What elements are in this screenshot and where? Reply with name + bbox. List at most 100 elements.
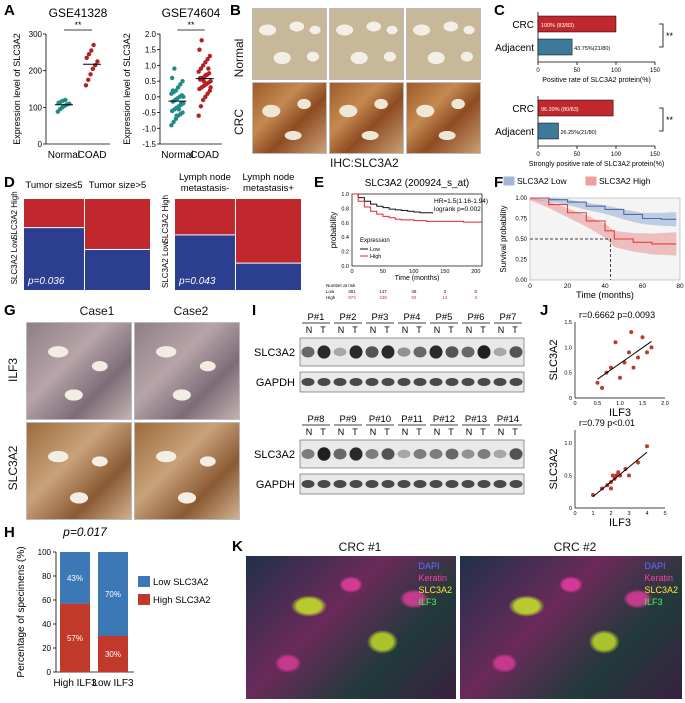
y-tick-label: 0.5 bbox=[564, 474, 572, 480]
x-tick-label: 50 bbox=[574, 152, 581, 158]
mosaic-high bbox=[84, 199, 150, 249]
blot-band bbox=[381, 378, 395, 386]
x-tick-label: 4 bbox=[645, 511, 648, 517]
blot-band bbox=[365, 480, 379, 488]
blot-band bbox=[365, 449, 379, 459]
lane-label: N bbox=[338, 325, 345, 335]
lane-label: T bbox=[352, 427, 358, 437]
y-tick-label: 0 bbox=[569, 396, 572, 402]
blot-band bbox=[493, 378, 507, 386]
km-curve bbox=[352, 193, 482, 223]
ihc-crc-image-3 bbox=[406, 82, 481, 154]
data-point bbox=[203, 94, 208, 100]
y-tick-label: -1.0 bbox=[142, 124, 156, 133]
ihc-slc3a2-case2 bbox=[134, 422, 240, 520]
x-tick-label: COAD bbox=[78, 150, 107, 161]
significance-label: ** bbox=[187, 20, 195, 30]
row-label-ilf3: ILF3 bbox=[6, 358, 20, 383]
blot-band bbox=[317, 345, 331, 359]
y-tick-label: 0.6 bbox=[341, 221, 349, 227]
panel-label-g: G bbox=[4, 302, 16, 319]
category-label: metastasis- bbox=[181, 183, 230, 194]
regression-line bbox=[597, 341, 652, 380]
data-point bbox=[92, 62, 98, 68]
y-axis-label: Expression level of SLC3A2 bbox=[12, 33, 22, 145]
y-tick-label: 0.5 bbox=[145, 77, 157, 86]
legend-label: Low SLC3A2 bbox=[153, 577, 208, 588]
data-label: 96.39% (80/83) bbox=[541, 107, 579, 113]
risk-value: 873 bbox=[348, 295, 356, 300]
patient-label: P#14 bbox=[497, 414, 519, 425]
category-label: Lymph node bbox=[179, 172, 231, 183]
y-tick-label: 0.50 bbox=[515, 237, 527, 243]
x-axis-label: Time (months) bbox=[395, 275, 440, 282]
data-point bbox=[208, 85, 213, 90]
survival-curve bbox=[530, 197, 677, 245]
data-point bbox=[200, 97, 206, 103]
band-label: GAPDH bbox=[256, 479, 295, 491]
blot-band bbox=[493, 480, 507, 488]
category-label: Lymph node bbox=[243, 172, 295, 183]
x-axis-label: ILF3 bbox=[609, 517, 631, 529]
panel-label-h: H bbox=[4, 524, 15, 541]
x-axis-label: Strongly positive rate of SLC3A2 protein… bbox=[529, 161, 664, 168]
p-value: p=0.043 bbox=[178, 276, 216, 287]
y-tick-label: 20 bbox=[42, 644, 51, 653]
x-tick-label: High ILF3 bbox=[53, 678, 97, 689]
data-point bbox=[613, 340, 618, 345]
legend-label: SLC3A2 High bbox=[599, 176, 651, 186]
legend-label: SLC3A2 Low bbox=[517, 176, 567, 186]
blot-band bbox=[429, 480, 443, 488]
blot-band bbox=[397, 480, 411, 488]
data-label: 30% bbox=[105, 650, 121, 659]
data-point bbox=[197, 47, 202, 52]
ihc-normal-image-2 bbox=[329, 8, 404, 80]
blot-band bbox=[493, 347, 507, 357]
blot-band bbox=[397, 378, 411, 386]
x-tick-label: Low ILF3 bbox=[92, 678, 134, 689]
survival-curve bbox=[530, 197, 677, 220]
blot-band bbox=[397, 449, 411, 459]
ihc-slc3a2-case1 bbox=[26, 422, 132, 520]
regression-line bbox=[592, 451, 648, 498]
y-tick-label: 0 bbox=[47, 668, 52, 677]
x-tick-label: 60 bbox=[639, 283, 647, 290]
row-label-high: SLC3A2 High bbox=[161, 195, 170, 243]
data-point bbox=[627, 350, 631, 355]
ihc-ilf3-case1 bbox=[26, 322, 132, 420]
blot-band bbox=[477, 449, 491, 459]
y-tick-label: CRC bbox=[512, 20, 534, 31]
panel-label-d: D bbox=[4, 174, 15, 191]
lane-label: N bbox=[466, 427, 473, 437]
patient-label: P#12 bbox=[433, 414, 455, 425]
p-value: p=0.017 bbox=[62, 525, 108, 539]
data-label: 57% bbox=[67, 634, 83, 643]
risk-value: 12 bbox=[442, 295, 448, 300]
risk-value: 391 bbox=[348, 289, 356, 294]
panel-label-f: F bbox=[494, 174, 504, 191]
blot-band bbox=[445, 346, 459, 358]
x-tick-label: 100 bbox=[409, 269, 418, 275]
blot-strip bbox=[299, 371, 525, 393]
x-tick-label: 5 bbox=[663, 511, 666, 517]
plot-frame bbox=[351, 193, 483, 267]
y-tick-label: 0.00 bbox=[515, 278, 527, 284]
blot-band bbox=[445, 378, 459, 386]
p-value: p=0.036 bbox=[27, 276, 65, 287]
lane-label: T bbox=[320, 427, 326, 437]
data-point bbox=[178, 82, 183, 87]
confidence-band bbox=[530, 198, 677, 256]
annotation: logrank p=0.002 bbox=[434, 206, 481, 213]
x-tick-label: 0 bbox=[536, 152, 540, 158]
y-tick-label: Adjacent bbox=[495, 43, 534, 54]
lane-label: N bbox=[402, 427, 409, 437]
if-legend-crc1: DAPI Keratin SLC3A2 ILF3 bbox=[418, 561, 452, 607]
y-axis-label: Expression level of SLC3A2 bbox=[122, 33, 132, 145]
data-point bbox=[172, 66, 177, 71]
risk-value: 3 bbox=[444, 289, 447, 294]
lane-label: T bbox=[448, 427, 454, 437]
y-tick-label: 0.8 bbox=[341, 206, 349, 212]
row-label-low: SLC3A2 Low bbox=[10, 237, 19, 284]
data-point bbox=[180, 110, 185, 115]
patient-label: P#2 bbox=[340, 312, 357, 323]
